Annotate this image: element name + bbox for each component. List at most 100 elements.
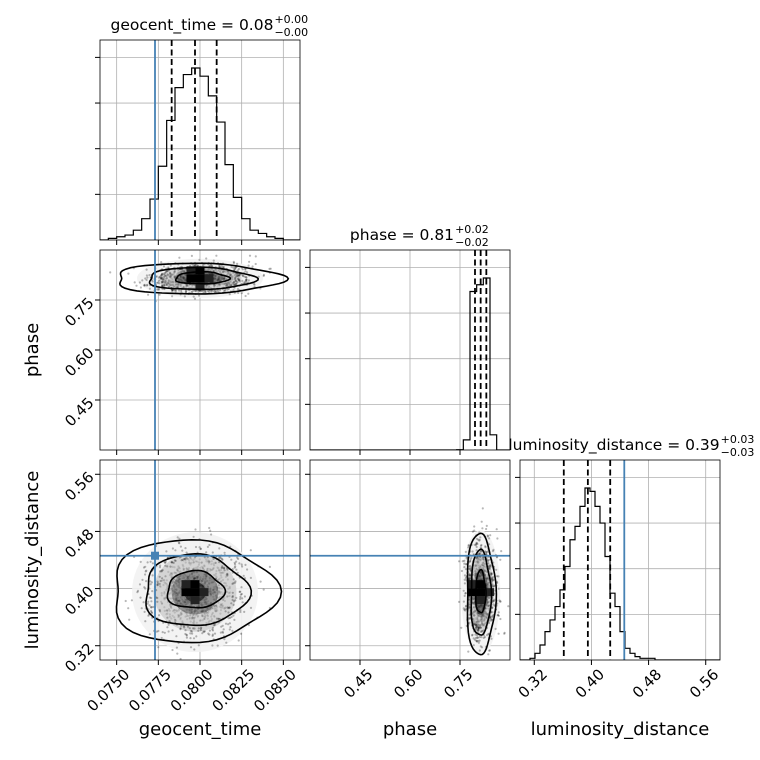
sample-point (193, 574, 196, 577)
sample-point (481, 623, 485, 626)
sample-point (186, 283, 189, 286)
sample-point (463, 594, 466, 598)
sample-point (165, 550, 168, 553)
sample-point (206, 269, 209, 272)
sample-point (475, 622, 478, 625)
sample-point (234, 277, 237, 280)
sample-point (165, 609, 168, 612)
title-lower-error: −0.03 (721, 446, 755, 459)
sample-point (203, 599, 206, 602)
sample-point (486, 598, 489, 602)
sample-point (486, 577, 489, 580)
sample-point (467, 650, 470, 653)
sample-point (168, 284, 171, 287)
sample-point (204, 609, 207, 613)
sample-point (179, 595, 182, 599)
sample-point (148, 274, 151, 277)
sample-point (170, 585, 173, 588)
sample-point (221, 558, 224, 561)
sample-point (490, 572, 494, 575)
density-peak-cell (181, 580, 191, 589)
sample-point (201, 584, 204, 588)
sample-point (208, 290, 211, 293)
sample-point (218, 591, 221, 594)
sample-point (479, 626, 482, 629)
x-tick-label-geocent_time: 0.0775 (125, 665, 175, 715)
sample-point (195, 576, 198, 579)
sample-point (230, 274, 233, 277)
sample-point (474, 560, 477, 563)
sample-point (169, 280, 172, 283)
sample-point (234, 283, 237, 286)
sample-point (191, 621, 195, 624)
sample-point (231, 598, 234, 602)
sample-point (478, 577, 481, 580)
sample-point (232, 603, 235, 607)
sample-point (181, 279, 184, 282)
sample-point (487, 604, 490, 608)
sample-point (192, 535, 195, 538)
sample-point (167, 273, 170, 276)
sample-point (487, 653, 490, 656)
sample-point (139, 596, 142, 599)
sample-point (196, 575, 199, 579)
sample-point (212, 598, 215, 601)
sample-point (479, 550, 482, 553)
sample-point (228, 280, 231, 283)
sample-point (231, 276, 234, 279)
sample-point (464, 608, 467, 611)
sample-point (182, 286, 185, 289)
sample-point (220, 276, 223, 279)
sample-point (492, 579, 495, 582)
sample-point (151, 562, 154, 565)
sample-point (226, 590, 229, 594)
sample-point (171, 284, 174, 287)
sample-point (207, 559, 210, 562)
sample-point (182, 270, 185, 273)
sample-point (475, 624, 478, 628)
sample-point (138, 281, 141, 284)
sample-point (229, 273, 233, 276)
sample-point (479, 576, 482, 579)
sample-point (144, 573, 147, 576)
sample-point (182, 625, 185, 628)
sample-point (177, 283, 180, 286)
sample-point (468, 568, 471, 571)
sample-point (215, 617, 219, 620)
sample-point (482, 615, 485, 618)
sample-point (221, 566, 224, 569)
sample-point (208, 559, 211, 563)
sample-point (166, 609, 169, 613)
sample-point (161, 577, 164, 580)
sample-point (213, 284, 216, 287)
sample-point (178, 542, 181, 545)
sample-point (192, 567, 195, 571)
sample-point (500, 550, 503, 553)
sample-point (173, 616, 176, 619)
sample-point (227, 281, 230, 284)
sample-point (483, 611, 486, 615)
sample-point (179, 545, 182, 548)
sample-point (159, 275, 162, 278)
panel-title-phase: phase = 0.81 +0.02−0.02 (350, 223, 489, 249)
sample-point (479, 546, 482, 550)
sample-point (481, 605, 484, 608)
sample-point (471, 530, 474, 533)
sample-point (477, 623, 480, 627)
sample-point (232, 261, 235, 265)
sample-point (220, 277, 224, 280)
sample-point (475, 567, 478, 570)
sample-point (163, 285, 166, 288)
sample-point (486, 602, 490, 605)
density-peak-cell (190, 588, 200, 597)
sample-point (202, 610, 205, 613)
x-tick-label-geocent_time: 0.0850 (250, 665, 300, 715)
sample-point (468, 606, 471, 609)
sample-point (204, 284, 207, 287)
sample-point (186, 285, 190, 288)
sample-point (172, 589, 175, 593)
sample-point (172, 584, 175, 587)
contour-line (466, 532, 498, 656)
sample-point (207, 632, 210, 635)
sample-point (175, 579, 178, 582)
